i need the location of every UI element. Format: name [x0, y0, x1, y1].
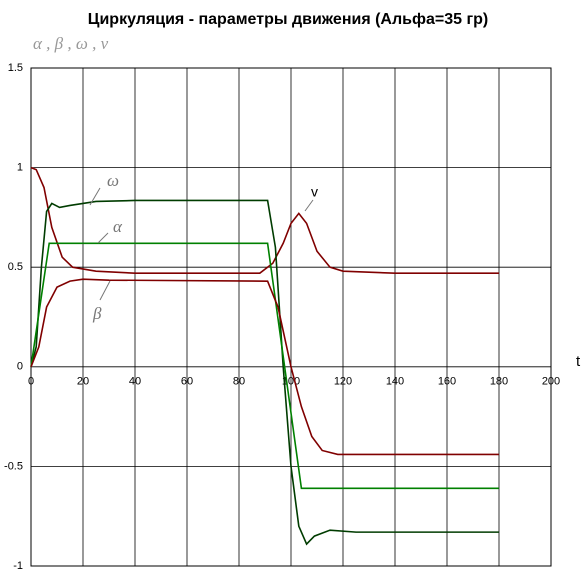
x-tick-label: 160: [438, 376, 456, 388]
annotation-leader: [89, 187, 101, 206]
chart-title: Циркуляция - параметры движения (Альфа=3…: [88, 11, 488, 28]
x-tick-label: 200: [542, 376, 560, 388]
x-tick-label: 80: [233, 376, 245, 388]
series-label: β: [92, 304, 102, 323]
series-line: [30, 242, 499, 490]
series-label: ω: [107, 171, 119, 190]
x-tick-label: 180: [490, 376, 508, 388]
y-tick-label: -0.5: [4, 460, 23, 472]
y-tick-label: -1: [13, 560, 23, 572]
series-line: [30, 278, 499, 456]
y-tick-label: 1.5: [8, 62, 23, 74]
x-axis-label: t: [576, 353, 581, 370]
x-tick-label: 120: [334, 376, 352, 388]
x-tick-label: 40: [129, 376, 141, 388]
y-axis-label: α , β , ω , v: [33, 34, 109, 53]
annotation-leader: [99, 280, 111, 301]
annotation-leader: [97, 232, 109, 244]
series-label: v: [311, 184, 318, 200]
series-label: α: [113, 217, 123, 236]
x-tick-label: 20: [77, 376, 89, 388]
y-tick-label: 0.5: [8, 261, 23, 273]
x-tick-label: 140: [386, 376, 404, 388]
y-tick-label: 0: [17, 361, 23, 373]
series-line: [30, 199, 499, 546]
y-tick-label: 1: [17, 162, 23, 174]
x-tick-label: 60: [181, 376, 193, 388]
series-line: [30, 166, 499, 274]
x-tick-label: 0: [28, 376, 34, 388]
annotation-leader: [304, 199, 314, 212]
